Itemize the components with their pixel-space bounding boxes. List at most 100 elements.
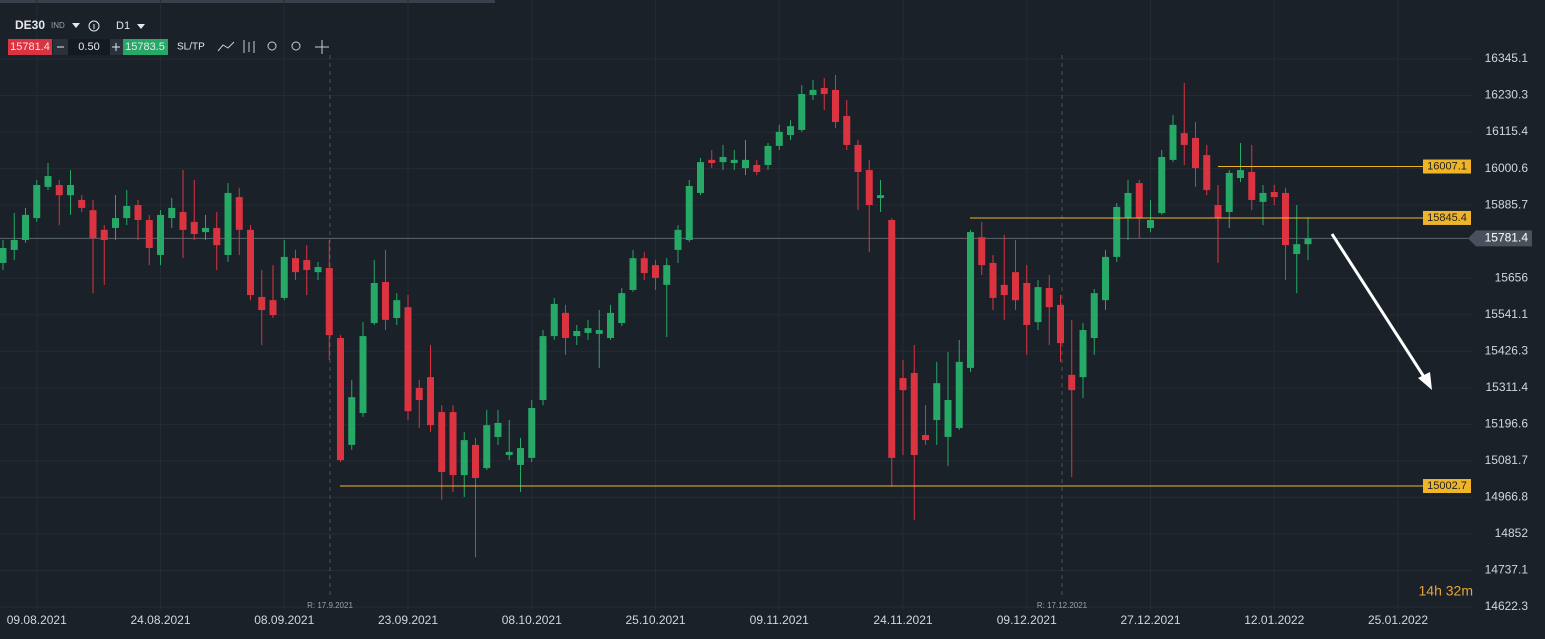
y-tick-label: 15656 — [1495, 270, 1529, 284]
candle-body — [494, 422, 502, 437]
candle-body — [753, 164, 761, 172]
y-tick-label: 16000.6 — [1485, 161, 1529, 175]
x-tick-label: 08.09.2021 — [254, 613, 314, 627]
symbol-dropdown[interactable] — [72, 23, 80, 28]
candle-body — [719, 157, 727, 163]
candle-body — [314, 267, 322, 273]
candle-body — [697, 162, 704, 193]
candle-body — [865, 170, 873, 206]
y-tick-label: 15196.6 — [1485, 417, 1529, 431]
candle-body — [1079, 330, 1087, 378]
candle-body — [22, 214, 29, 241]
candle-body — [1214, 205, 1222, 219]
candle-body — [55, 185, 63, 196]
info-icon[interactable] — [88, 20, 100, 32]
move-icon[interactable] — [315, 40, 329, 54]
candle-body — [922, 435, 929, 441]
zoom-in-icon[interactable] — [291, 41, 301, 51]
candle-body — [1012, 272, 1019, 301]
top-strip — [0, 0, 495, 3]
volume[interactable]: 0.50 — [78, 41, 99, 53]
candle-body — [404, 307, 412, 412]
candle-body — [1068, 374, 1076, 391]
candle-body — [832, 89, 839, 123]
candle-body — [1192, 137, 1199, 169]
y-tick-label: 15426.3 — [1485, 343, 1529, 357]
candle-body — [483, 425, 491, 469]
line-icon[interactable] — [217, 41, 235, 52]
candle-body — [640, 258, 648, 274]
candle-body — [258, 296, 266, 311]
candle-body — [1304, 238, 1312, 245]
candle-body — [1259, 192, 1267, 202]
candle-body — [67, 185, 74, 196]
buy-button[interactable] — [123, 39, 168, 55]
candle-body — [1203, 155, 1211, 191]
x-tick-label: 09.08.2021 — [7, 613, 67, 627]
candle-body — [1248, 171, 1256, 200]
candle-body — [1113, 206, 1121, 257]
candle-body — [269, 300, 277, 316]
sell-price[interactable]: 15781.4 — [10, 41, 50, 53]
zoom-out-icon[interactable] — [267, 41, 277, 51]
x-tick-label: 23.09.2021 — [378, 613, 438, 627]
candle-body — [978, 237, 986, 266]
x-tick-label: 25.01.2022 — [1368, 613, 1428, 627]
level-label: 16007.1 — [1427, 160, 1467, 172]
candle-body — [933, 383, 941, 421]
candle-body — [517, 448, 524, 465]
candle-body — [235, 197, 243, 230]
candle-body — [764, 145, 772, 165]
candle-body — [1169, 124, 1177, 160]
candle-body — [685, 185, 693, 241]
y-tick-label: 14966.8 — [1485, 490, 1529, 504]
candle-body — [787, 126, 794, 136]
candle-body — [1057, 304, 1064, 344]
level-label: 15002.7 — [1427, 480, 1467, 492]
candle-body — [89, 210, 97, 239]
candle-body — [337, 338, 344, 461]
y-tick-label: 15311.4 — [1486, 380, 1529, 394]
sltp-button[interactable]: SL/TP — [177, 42, 205, 53]
x-tick-label: 09.11.2021 — [750, 613, 809, 627]
symbol[interactable]: DE30 — [15, 18, 45, 32]
candle-body — [393, 300, 401, 318]
candle-body — [584, 328, 592, 333]
y-tick-label: 15885.7 — [1485, 197, 1529, 211]
candle-body — [247, 229, 254, 296]
candle-body — [472, 444, 479, 478]
trend-arrow — [1330, 233, 1432, 390]
candle-body — [179, 212, 187, 230]
candle-body — [607, 312, 614, 339]
candle-body — [1225, 172, 1233, 213]
candle-body — [1102, 256, 1109, 301]
candle-body — [1135, 183, 1143, 219]
y-tick-label: 15541.1 — [1485, 307, 1529, 321]
candle-body — [370, 282, 378, 324]
candle-body — [168, 207, 176, 219]
countdown: 14h 32m — [1419, 583, 1473, 599]
candles-icon[interactable] — [243, 40, 255, 53]
interval-dropdown[interactable] — [137, 24, 145, 29]
interval[interactable]: D1 — [116, 20, 130, 32]
candle-body — [0, 247, 7, 263]
candle-body — [843, 115, 851, 145]
toolbar: DE30 IND D1 15781.4 0.50 15783.5 SL/TP — [8, 18, 329, 55]
candle-body — [1180, 133, 1188, 145]
candle-body — [1090, 293, 1098, 339]
candle-body — [1045, 288, 1053, 308]
candle-body — [1237, 170, 1244, 179]
x-tick-label: 25.10.2021 — [625, 613, 685, 627]
candle-body — [78, 199, 86, 208]
candle-body — [10, 240, 18, 250]
volume-box[interactable] — [68, 39, 110, 55]
candle-body — [629, 258, 637, 290]
buy-price[interactable]: 15783.5 — [125, 41, 165, 53]
candle-body — [100, 229, 108, 241]
x-tick-label: 09.12.2021 — [997, 613, 1057, 627]
candle-body — [112, 218, 119, 228]
candle-body — [742, 159, 749, 169]
candle-body — [190, 221, 198, 234]
candle-body — [708, 159, 716, 164]
sell-button[interactable] — [8, 39, 52, 55]
